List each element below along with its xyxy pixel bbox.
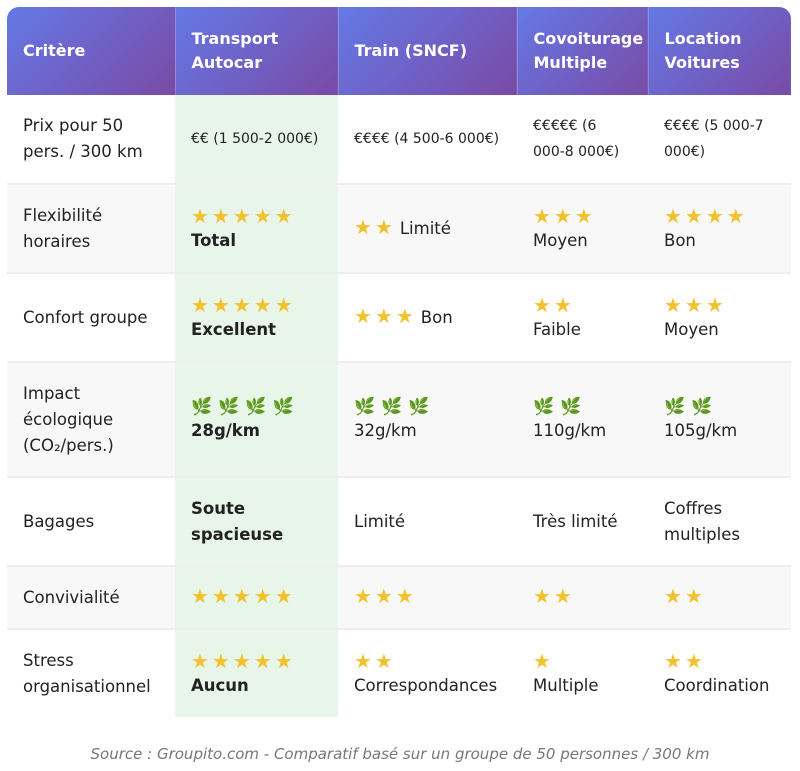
star-icon: ★★★ bbox=[664, 292, 727, 317]
star-icon: ★★★★★ bbox=[191, 648, 296, 673]
header-location: Location Voitures bbox=[648, 7, 791, 95]
rating-label: Limité bbox=[399, 219, 451, 238]
rating-label: Bon bbox=[420, 308, 453, 327]
luggage-cell: Limité bbox=[338, 477, 517, 567]
rating-cell: ★★ Faible bbox=[517, 273, 648, 363]
rating-cell: ★★★★★ Excellent bbox=[175, 273, 338, 363]
rating-cell: ★ Multiple bbox=[517, 629, 648, 717]
header-row: Critère Transport Autocar Train (SNCF) Co… bbox=[7, 7, 791, 95]
rating-cell: ★★★ bbox=[338, 566, 517, 630]
star-icon: ★ bbox=[533, 648, 554, 673]
rating-cell: ★★ bbox=[517, 566, 648, 630]
rating-label: Coordination bbox=[664, 675, 770, 695]
eco-value: 32g/km bbox=[354, 420, 417, 440]
price-cell: €€€€€ (6 000-8 000€) bbox=[517, 95, 648, 185]
leaf-icon: 🌿🌿 bbox=[664, 396, 719, 417]
table-row: Prix pour 50 pers. / 300 km €€ (1 500-2 … bbox=[7, 95, 791, 185]
star-icon: ★★ bbox=[664, 584, 706, 608]
eco-value: 28g/km bbox=[191, 420, 260, 440]
table-row: Convivialité ★★★★★ ★★★ ★★ ★★ bbox=[7, 566, 791, 630]
luggage-cell: Coffres multiples bbox=[648, 477, 791, 567]
eco-cell: 🌿🌿 105g/km bbox=[648, 362, 791, 478]
star-icon: ★★ bbox=[354, 215, 396, 239]
rating-cell: ★★★ Moyen bbox=[648, 273, 791, 363]
criterion-cell: Bagages bbox=[7, 477, 175, 567]
star-icon: ★★ bbox=[354, 648, 396, 673]
rating-cell: ★★ Correspondances bbox=[338, 629, 517, 717]
rating-cell: ★★ Limité bbox=[338, 184, 517, 274]
header-train: Train (SNCF) bbox=[338, 7, 518, 95]
star-icon: ★★ bbox=[533, 584, 575, 608]
comparison-table: Critère Transport Autocar Train (SNCF) Co… bbox=[7, 7, 791, 717]
star-icon: ★★★ bbox=[354, 584, 417, 608]
criterion-cell: Impact écologique (CO₂/pers.) bbox=[7, 362, 175, 478]
rating-cell: ★★★★★ Aucun bbox=[175, 629, 338, 717]
price-cell: €€ (1 500-2 000€) bbox=[175, 95, 338, 185]
criterion-cell: Flexibilité horaires bbox=[7, 184, 175, 274]
header-label: Covoiturage bbox=[533, 29, 644, 48]
star-icon: ★★★★★ bbox=[191, 584, 296, 608]
header-criterion: Critère bbox=[7, 7, 176, 95]
star-icon: ★★★★★ bbox=[191, 292, 296, 317]
luggage-cell: Soute spacieuse bbox=[175, 477, 338, 567]
star-icon: ★★ bbox=[664, 648, 706, 673]
table-row: Bagages Soute spacieuse Limité Très limi… bbox=[7, 477, 791, 567]
rating-label: Moyen bbox=[533, 230, 588, 250]
rating-label: Aucun bbox=[191, 675, 249, 695]
header-label: Location bbox=[664, 29, 742, 48]
header-label: Voitures bbox=[664, 53, 740, 72]
star-icon: ★★★★ bbox=[664, 203, 748, 228]
eco-value: 105g/km bbox=[664, 420, 738, 440]
rating-cell: ★★★★ Bon bbox=[648, 184, 791, 274]
rating-label: Total bbox=[191, 230, 237, 250]
price-cell: €€€€ (4 500-6 000€) bbox=[338, 95, 517, 185]
comparison-table-container: Critère Transport Autocar Train (SNCF) Co… bbox=[7, 7, 791, 717]
rating-label: Excellent bbox=[191, 319, 277, 339]
header-label: Critère bbox=[23, 41, 86, 60]
eco-cell: 🌿🌿🌿🌿 28g/km bbox=[175, 362, 338, 478]
rating-label: Moyen bbox=[664, 319, 719, 339]
rating-cell: ★★★ Bon bbox=[338, 273, 517, 363]
eco-cell: 🌿🌿 110g/km bbox=[517, 362, 648, 478]
leaf-icon: 🌿🌿🌿🌿 bbox=[191, 396, 300, 417]
header-label: Autocar bbox=[191, 53, 263, 72]
criterion-cell: Convivialité bbox=[7, 566, 175, 630]
star-icon: ★★★ bbox=[354, 304, 417, 328]
rating-cell: ★★ Coordination bbox=[648, 629, 791, 717]
criterion-cell: Prix pour 50 pers. / 300 km bbox=[7, 95, 175, 185]
table-row: Flexibilité horaires ★★★★★ Total ★★ Limité… bbox=[7, 184, 791, 274]
leaf-icon: 🌿🌿 bbox=[533, 396, 588, 417]
table-row: Confort groupe ★★★★★ Excellent ★★★ Bon ★★ F… bbox=[7, 273, 791, 363]
rating-cell: ★★★★★ Total bbox=[175, 184, 338, 274]
rating-label: Faible bbox=[533, 319, 581, 339]
header-label: Multiple bbox=[533, 53, 608, 72]
rating-cell: ★★★★★ bbox=[175, 566, 338, 630]
star-icon: ★★★★★ bbox=[191, 203, 296, 228]
star-icon: ★★ bbox=[533, 292, 575, 317]
price-cell: €€€€ (5 000-7 000€) bbox=[648, 95, 791, 185]
eco-cell: 🌿🌿🌿 32g/km bbox=[338, 362, 517, 478]
leaf-icon: 🌿🌿🌿 bbox=[354, 396, 436, 417]
rating-cell: ★★★ Moyen bbox=[517, 184, 648, 274]
header-covoiturage: Covoiturage Multiple bbox=[517, 7, 649, 95]
header-label: Transport bbox=[191, 29, 279, 48]
luggage-cell: Très limité bbox=[517, 477, 648, 567]
rating-label: Correspondances bbox=[354, 675, 498, 695]
criterion-cell: Confort groupe bbox=[7, 273, 175, 363]
table-row: Stress organisationnel ★★★★★ Aucun ★★ Corr… bbox=[7, 629, 791, 717]
header-label: Train (SNCF) bbox=[354, 41, 468, 60]
rating-label: Bon bbox=[664, 230, 696, 250]
rating-label: Multiple bbox=[533, 675, 599, 695]
rating-cell: ★★ bbox=[648, 566, 791, 630]
criterion-cell: Stress organisationnel bbox=[23, 650, 151, 696]
table-row: Impact écologique (CO₂/pers.) 🌿🌿🌿🌿 28g/km… bbox=[7, 362, 791, 478]
star-icon: ★★★ bbox=[533, 203, 596, 228]
source-note: Source : Groupito.com - Comparatif basé … bbox=[90, 745, 710, 763]
eco-value: 110g/km bbox=[533, 420, 607, 440]
header-autocar: Transport Autocar bbox=[175, 7, 339, 95]
